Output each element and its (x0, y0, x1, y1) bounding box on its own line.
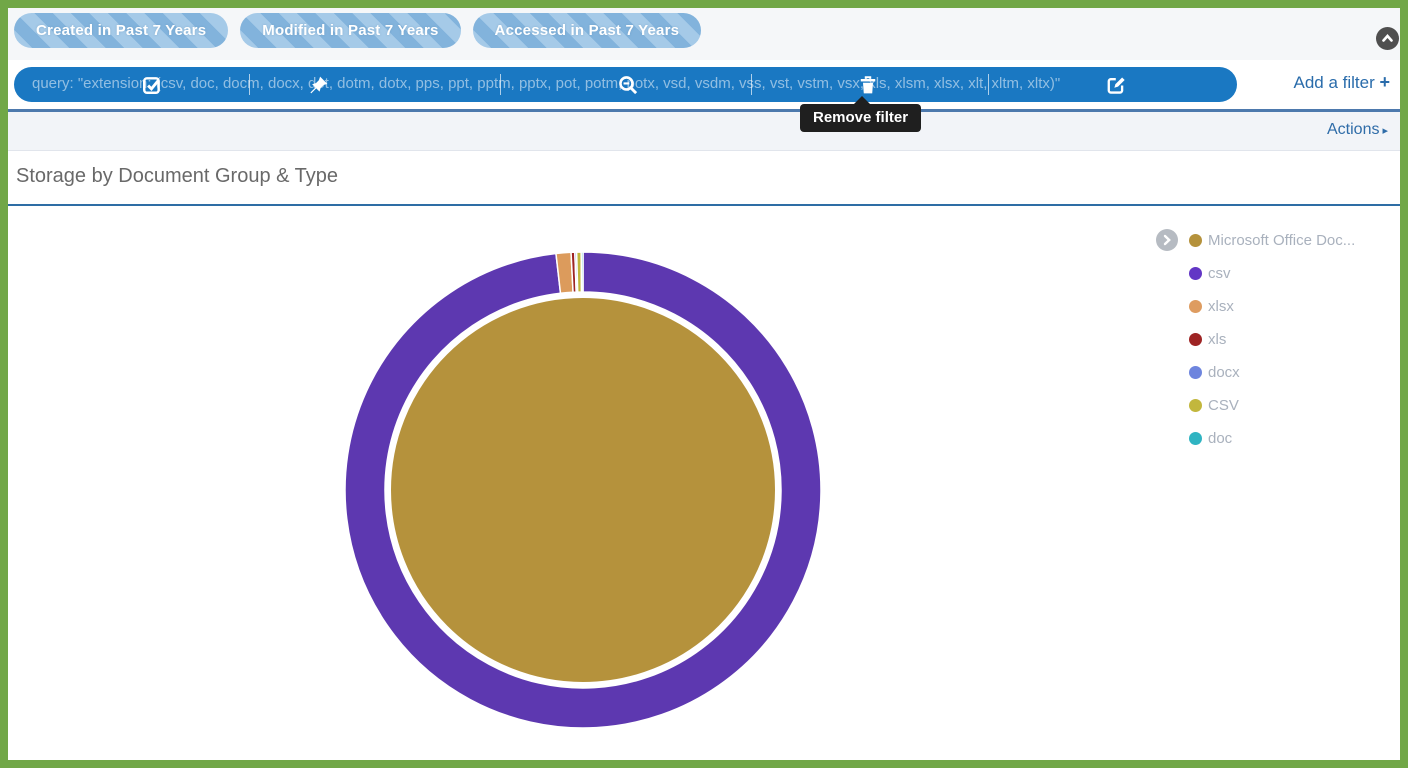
query-filter-bar: query: "extension: (csv, doc, docm, docx… (8, 60, 1400, 112)
checkbox-icon[interactable] (142, 75, 162, 95)
legend-label: Microsoft Office Doc... (1208, 231, 1356, 249)
legend-dot-icon (1189, 365, 1202, 379)
filter-segment-divider (500, 74, 501, 95)
chevron-right-icon (1163, 234, 1171, 246)
chart-panel-header: Storage by Document Group & Type (8, 151, 1400, 210)
sunburst-chart[interactable] (8, 206, 1400, 762)
actions-button[interactable]: Actions ▸ (1327, 121, 1388, 139)
page-title: Storage by Document Group & Type (16, 165, 339, 187)
legend-label: docx (1208, 363, 1240, 381)
filter-segment-divider (988, 74, 989, 95)
legend-label: csv (1208, 264, 1231, 282)
filter-pill-modified[interactable]: Modified in Past 7 Years (240, 13, 461, 48)
sunburst-slice-doc[interactable] (580, 251, 584, 293)
legend-label: CSV (1208, 396, 1239, 414)
tooltip-arrow-icon (854, 96, 870, 104)
active-filters-bar: Created in Past 7 Years Modified in Past… (8, 8, 1400, 60)
legend-dot-icon (1189, 266, 1202, 280)
legend-dot-icon (1189, 233, 1202, 247)
query-text: query: "extension: (csv, doc, docm, docx… (32, 75, 1061, 92)
tooltip-text: Remove filter (813, 109, 909, 126)
actions-bar: Actions ▸ (8, 112, 1400, 151)
filter-pill-accessed[interactable]: Accessed in Past 7 Years (472, 13, 702, 48)
legend-item[interactable]: xlsx (1189, 294, 1355, 318)
legend-item[interactable]: CSV (1189, 393, 1355, 417)
legend-label: doc (1208, 429, 1233, 447)
legend-item[interactable]: doc (1189, 426, 1355, 450)
trash-icon[interactable] (858, 75, 878, 95)
legend-label: xlsx (1208, 297, 1234, 315)
collapse-panel-button[interactable] (1376, 27, 1399, 50)
remove-filter-tooltip: Remove filter (800, 96, 922, 132)
legend-dot-icon (1189, 431, 1202, 445)
query-filter-pill[interactable]: query: "extension: (csv, doc, docm, docx… (14, 67, 1237, 102)
filter-pill-created[interactable]: Created in Past 7 Years (14, 13, 229, 48)
legend-dot-icon (1189, 299, 1202, 313)
add-filter-label: Add a filter (1293, 73, 1375, 92)
edit-icon[interactable] (1106, 75, 1126, 95)
legend-dot-icon (1189, 398, 1202, 412)
legend-item[interactable]: xls (1189, 327, 1355, 351)
legend-item[interactable]: docx (1189, 360, 1355, 384)
pin-icon[interactable] (309, 75, 329, 95)
legend-dot-icon (1189, 332, 1202, 346)
legend-item[interactable]: csv (1189, 261, 1355, 285)
legend-label: xls (1208, 330, 1227, 348)
sunburst-inner-slice[interactable] (389, 296, 777, 684)
chart-legend: Microsoft Office Doc... csv xlsx xls docx CSV… (1156, 228, 1355, 459)
sunburst-slice-csv[interactable] (344, 251, 822, 729)
add-filter-button[interactable]: Add a filter + (1293, 72, 1390, 93)
chevron-up-icon (1382, 34, 1393, 42)
legend-expand-button[interactable] (1156, 229, 1178, 251)
chart-panel: Microsoft Office Doc... csv xlsx xls docx CSV… (8, 204, 1400, 762)
filter-segment-divider (249, 74, 250, 95)
actions-label: Actions (1327, 121, 1380, 138)
plus-icon: + (1379, 72, 1390, 92)
filter-segment-divider (751, 74, 752, 95)
zoom-out-icon[interactable] (618, 75, 638, 95)
legend-item[interactable]: Microsoft Office Doc... (1189, 228, 1355, 252)
caret-right-icon: ▸ (1382, 125, 1388, 137)
